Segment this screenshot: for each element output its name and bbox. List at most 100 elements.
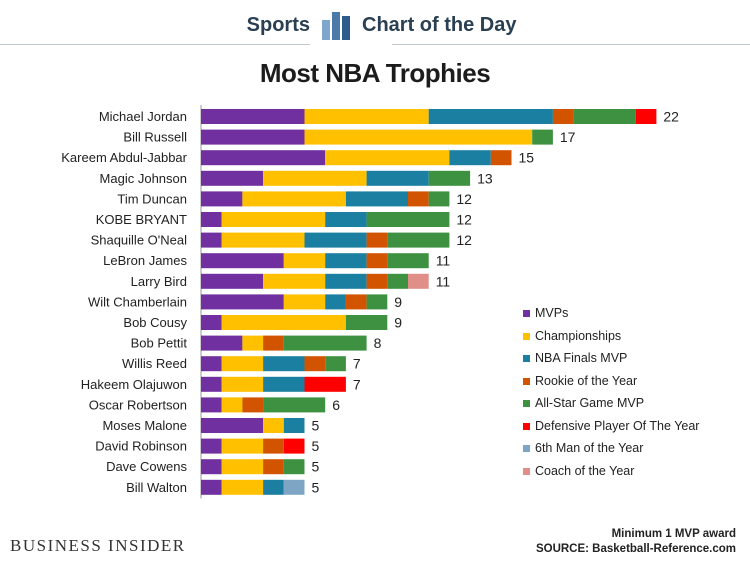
bar-segment — [201, 335, 243, 351]
footer-note-criteria: Minimum 1 MVP award — [611, 528, 736, 540]
legend-label: Rookie of the Year — [535, 373, 638, 388]
legend-swatch — [523, 310, 530, 317]
total-label: 9 — [394, 315, 402, 331]
category-label: Bob Pettit — [131, 336, 188, 351]
bar-segment — [221, 438, 264, 454]
bar-segment — [345, 294, 367, 310]
bar-segment — [201, 150, 326, 166]
category-label: Bob Cousy — [123, 315, 187, 330]
total-label: 8 — [374, 335, 382, 351]
bar-segment — [263, 376, 305, 392]
bar-segment — [201, 315, 222, 330]
bar-segment — [366, 232, 388, 248]
bar-segment — [283, 479, 305, 495]
bar-segment — [263, 459, 284, 475]
total-label: 11 — [436, 253, 451, 269]
bar-segment — [325, 294, 346, 310]
bar-segment — [428, 109, 553, 124]
section-label: Sports — [246, 14, 310, 36]
category-label: Michael Jordan — [99, 109, 187, 124]
bar-segment — [263, 273, 326, 289]
bar-segment — [387, 273, 408, 289]
bar-segment — [263, 479, 284, 495]
bar-segment — [304, 232, 367, 248]
bar-segment — [345, 315, 388, 330]
bar-segment — [263, 356, 305, 372]
category-label: LeBron James — [103, 253, 187, 268]
bar-segment — [201, 129, 305, 145]
bar-segment — [325, 253, 367, 269]
bar-segment — [283, 438, 305, 454]
bar-segment — [283, 253, 326, 269]
bar-segment — [201, 232, 222, 248]
total-label: 11 — [436, 273, 451, 289]
total-label: 15 — [519, 150, 535, 166]
bar-segment — [325, 150, 450, 166]
category-label: Larry Bird — [131, 274, 187, 289]
total-label: 12 — [456, 191, 472, 207]
total-label: 17 — [560, 129, 576, 145]
total-label: 7 — [353, 356, 361, 372]
bar-segment — [304, 129, 533, 145]
legend-label: 6th Man of the Year — [535, 441, 644, 455]
category-label: Shaquille O'Neal — [91, 233, 188, 248]
bar-segment — [573, 109, 636, 124]
legend-label: Defensive Player Of The Year — [535, 418, 700, 433]
bar-segment — [221, 376, 264, 392]
bar-segment — [201, 356, 222, 372]
bar-segment — [201, 294, 284, 310]
bar-segment — [201, 253, 284, 269]
total-label: 5 — [312, 438, 320, 454]
bar-segment — [449, 150, 491, 166]
bar-segment — [283, 335, 367, 351]
category-label: Moses Malone — [102, 418, 187, 433]
footer-note-source: SOURCE: Basketball-Reference.com — [535, 543, 736, 555]
bar-segment — [366, 294, 388, 310]
bar-segment — [366, 170, 429, 186]
legend-swatch — [523, 400, 530, 407]
bar-segment — [201, 273, 264, 289]
bar-segment — [221, 315, 346, 330]
bar-segment — [635, 109, 657, 124]
bar-segment — [532, 129, 553, 145]
legend-swatch — [523, 332, 530, 340]
bar-segment — [304, 356, 326, 372]
bar-segment — [201, 376, 222, 392]
chart-of-the-day-logo — [322, 8, 352, 40]
bar-segment — [201, 438, 222, 454]
bar-segment — [263, 170, 367, 186]
category-label: Bill Walton — [126, 480, 187, 495]
bar-segment — [242, 191, 346, 207]
bar-segment — [552, 109, 574, 124]
bar-segment — [366, 273, 388, 289]
bar-segment — [201, 418, 264, 433]
bar-segment — [221, 212, 326, 227]
category-label: Willis Reed — [122, 356, 187, 371]
bar-segment — [408, 273, 429, 289]
bar-segment — [366, 212, 450, 227]
category-label: Kareem Abdul-Jabbar — [61, 150, 187, 165]
legend-label: Coach of the Year — [535, 463, 635, 478]
category-label: Bill Russell — [123, 130, 187, 145]
bar-segment — [221, 459, 264, 475]
category-label: Wilt Chamberlain — [88, 294, 187, 309]
chart-title: Most NBA Trophies — [259, 58, 491, 88]
bar-segment — [221, 479, 264, 495]
total-label: 13 — [477, 170, 493, 186]
bar-segment — [201, 191, 243, 207]
bar-segment — [428, 191, 450, 207]
bar-segment — [221, 397, 243, 413]
total-label: 9 — [394, 294, 402, 310]
legend-label: NBA Finals MVP — [535, 351, 628, 365]
bar-segment — [345, 191, 408, 207]
footer-note: Minimum 1 MVP award SOURCE: Basketball-R… — [536, 527, 736, 557]
bar-segment — [201, 212, 222, 227]
bar-segment — [263, 335, 284, 351]
bar-segment — [428, 170, 471, 186]
bar-segment — [387, 232, 450, 248]
legend-label: Championships — [535, 328, 622, 343]
chart-header: Sports Chart of the Day — [0, 0, 750, 45]
total-label: 6 — [332, 397, 340, 413]
total-label: 5 — [312, 479, 320, 495]
